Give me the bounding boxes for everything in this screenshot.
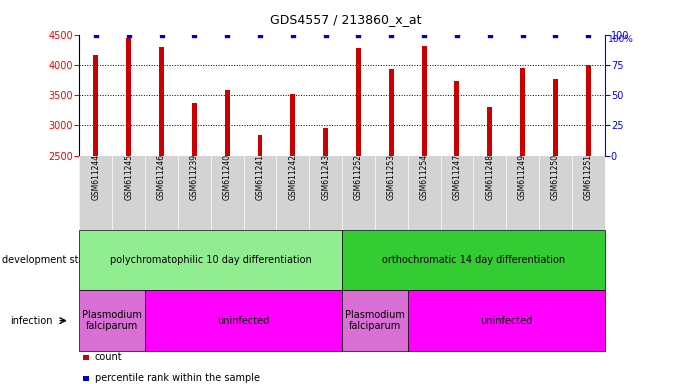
Text: orthochromatic 14 day differentiation: orthochromatic 14 day differentiation — [381, 255, 565, 265]
Text: development stage: development stage — [2, 255, 97, 265]
Text: GDS4557 / 213860_x_at: GDS4557 / 213860_x_at — [269, 13, 422, 26]
Bar — [389, 69, 394, 156]
Text: infection: infection — [10, 316, 53, 326]
Point — [353, 31, 364, 38]
Bar — [323, 128, 328, 156]
Bar — [126, 38, 131, 156]
Bar — [258, 135, 263, 156]
Text: Plasmodium
falciparum: Plasmodium falciparum — [82, 310, 142, 331]
Point — [583, 31, 594, 38]
Point — [254, 31, 265, 38]
Point — [550, 31, 561, 38]
Bar — [192, 103, 197, 156]
Point — [451, 31, 462, 38]
Point — [320, 31, 331, 38]
Point — [123, 31, 134, 38]
Point — [222, 31, 233, 38]
Bar — [159, 47, 164, 156]
Bar — [455, 81, 460, 156]
Text: percentile rank within the sample: percentile rank within the sample — [95, 373, 260, 383]
Bar — [586, 65, 591, 156]
Text: uninfected: uninfected — [218, 316, 269, 326]
Point — [386, 31, 397, 38]
Bar — [520, 68, 525, 156]
Text: 100%: 100% — [608, 35, 634, 43]
Point — [189, 31, 200, 38]
Bar — [290, 94, 295, 156]
Point — [484, 31, 495, 38]
Bar — [553, 79, 558, 156]
Bar — [422, 46, 426, 156]
Text: Plasmodium
falciparum: Plasmodium falciparum — [345, 310, 405, 331]
Bar — [356, 48, 361, 156]
Point — [287, 31, 299, 38]
Point — [419, 31, 430, 38]
Bar — [487, 106, 492, 156]
Text: uninfected: uninfected — [480, 316, 532, 326]
Point — [91, 31, 102, 38]
Text: polychromatophilic 10 day differentiation: polychromatophilic 10 day differentiatio… — [110, 255, 312, 265]
Text: count: count — [95, 352, 122, 362]
Point — [517, 31, 528, 38]
Bar — [93, 55, 98, 156]
Point — [156, 31, 167, 38]
Bar — [225, 90, 229, 156]
